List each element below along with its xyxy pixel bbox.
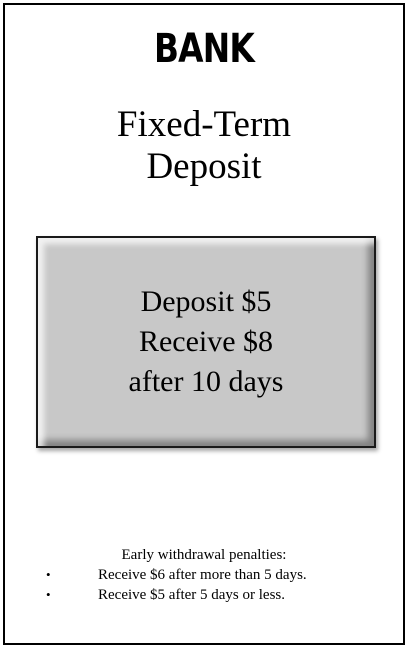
- penalties-section: Early withdrawal penalties: • Receive $6…: [5, 545, 403, 605]
- bullet-icon: •: [46, 567, 51, 582]
- penalty-text: Receive $5 after 5 days or less.: [98, 587, 286, 603]
- penalties-heading: Early withdrawal penalties:: [121, 547, 287, 563]
- penalty-text: Receive $6 after more than 5 days.: [98, 567, 307, 583]
- bank-label: BANK: [154, 26, 255, 72]
- product-title-line-1: Fixed-Term: [116, 104, 292, 145]
- penalty-item: • Receive $5 after 5 days or less.: [5, 585, 403, 605]
- offer-term: after 10 days: [128, 365, 284, 398]
- product-title: Fixed-Term Deposit: [5, 104, 403, 188]
- penalty-list: • Receive $6 after more than 5 days. • R…: [5, 565, 403, 605]
- offer-receive-amount: Receive $8: [138, 325, 274, 358]
- bullet-icon: •: [46, 587, 51, 602]
- deposit-offer-button[interactable]: Deposit $5 Receive $8 after 10 days: [36, 236, 376, 448]
- product-title-line-2: Deposit: [146, 146, 262, 187]
- offer-deposit-amount: Deposit $5: [140, 285, 272, 318]
- bank-card: BANK Fixed-Term Deposit Deposit $5 Recei…: [3, 3, 405, 645]
- penalty-item: • Receive $6 after more than 5 days.: [5, 565, 403, 585]
